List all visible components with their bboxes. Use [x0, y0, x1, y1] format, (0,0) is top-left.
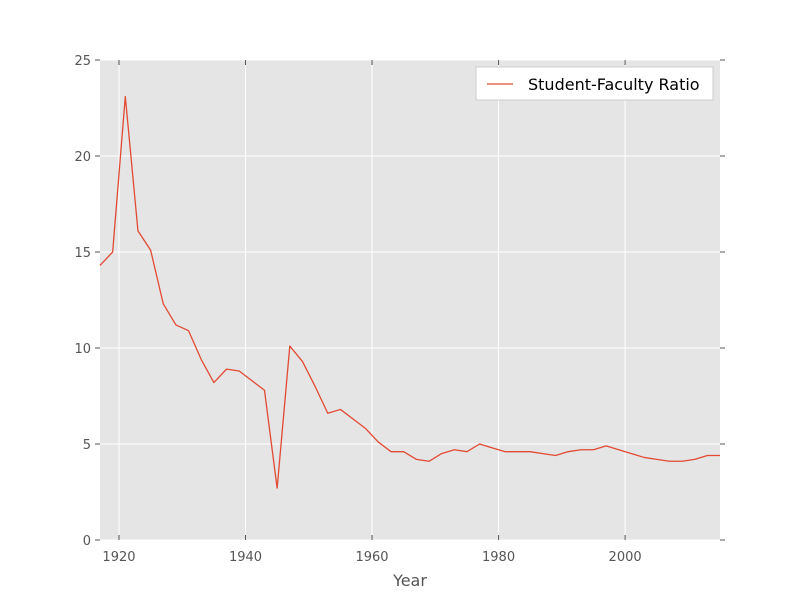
grid-lines — [100, 59, 720, 541]
x-tick-label-2000: 2000 — [609, 550, 642, 565]
plot-area-background — [100, 60, 720, 540]
y-tick-label-0: 0 — [83, 534, 91, 549]
y-tick-label-15: 15 — [74, 246, 91, 261]
y-tick-label-25: 25 — [74, 54, 91, 69]
legend-box — [475, 66, 714, 101]
series-line-student-faculty-ratio — [99, 95, 720, 489]
legend-label-student-faculty-ratio: Student-Faculty Ratio — [528, 75, 700, 94]
x-tick-labels: 1920 1940 1960 1980 2000 — [102, 550, 641, 565]
x-axis-label: Year — [392, 571, 427, 590]
x-tick-label-1920: 1920 — [102, 550, 135, 565]
x-tick-label-1940: 1940 — [229, 550, 262, 565]
y-tick-label-5: 5 — [83, 438, 91, 453]
y-tick-label-20: 20 — [74, 150, 91, 165]
x-tick-label-1980: 1980 — [482, 550, 515, 565]
y-tick-label-10: 10 — [74, 342, 91, 357]
y-tick-labels: 0 5 10 15 20 25 — [74, 54, 91, 549]
axis-ticks — [95, 59, 725, 541]
x-tick-label-1960: 1960 — [355, 550, 388, 565]
series-lines — [99, 95, 720, 489]
legend: Student-Faculty Ratio — [475, 66, 714, 101]
